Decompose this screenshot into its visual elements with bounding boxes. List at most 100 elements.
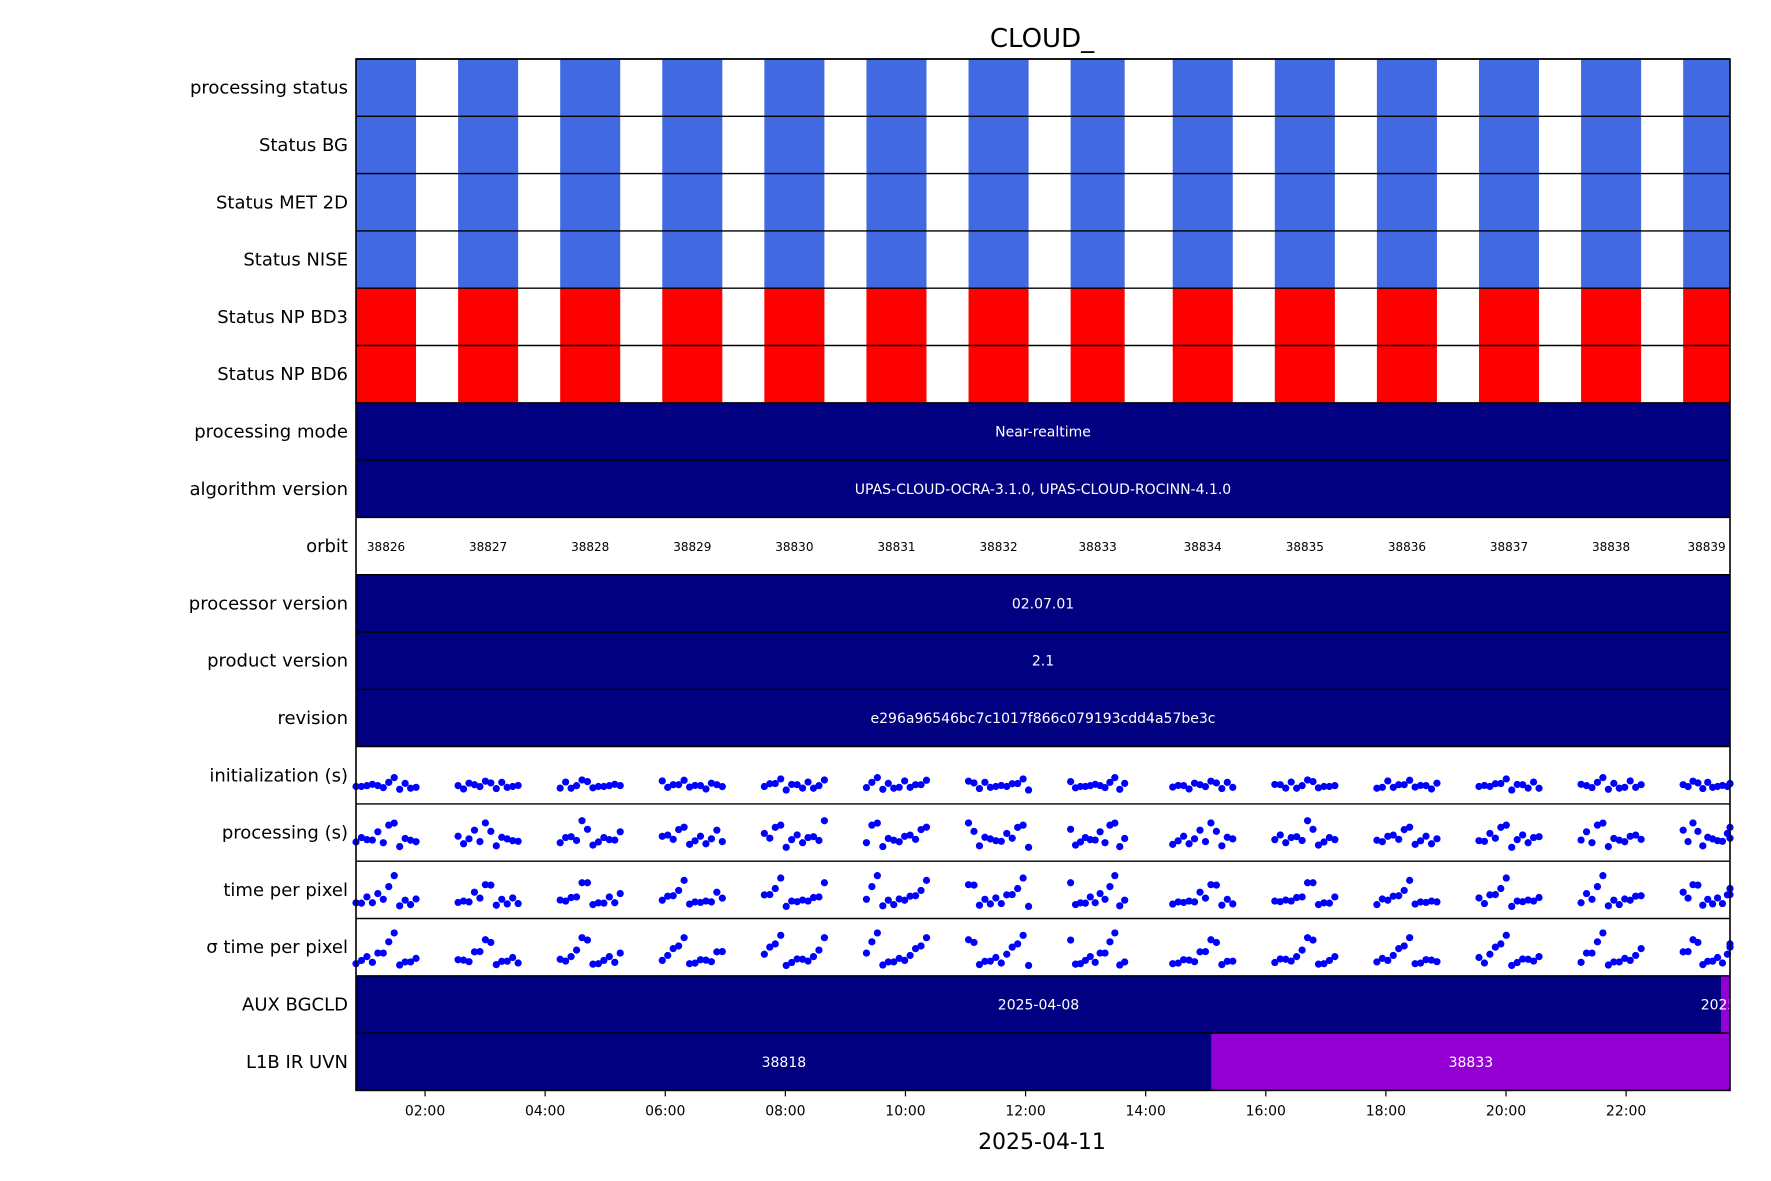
data-point bbox=[1395, 892, 1403, 900]
data-point bbox=[385, 821, 393, 829]
data-point bbox=[1400, 942, 1408, 950]
data-point bbox=[1207, 777, 1215, 785]
data-point bbox=[594, 838, 602, 846]
data-point bbox=[1604, 961, 1612, 969]
data-point bbox=[492, 784, 500, 793]
data-point bbox=[669, 835, 677, 843]
data-point bbox=[1626, 896, 1634, 904]
data-point bbox=[1632, 951, 1640, 960]
data-point bbox=[868, 778, 876, 786]
status-block bbox=[1376, 173, 1437, 231]
data-point bbox=[1582, 828, 1591, 836]
data-point bbox=[1433, 898, 1441, 906]
orbit-label: 38828 bbox=[571, 540, 609, 554]
data-point bbox=[1180, 898, 1188, 907]
data-point bbox=[1599, 872, 1607, 880]
band-segment bbox=[356, 402, 1730, 461]
data-point bbox=[396, 842, 404, 851]
row-label: L1B IR UVN bbox=[246, 1052, 348, 1073]
data-point bbox=[1577, 836, 1585, 844]
status-block bbox=[356, 173, 417, 231]
data-point bbox=[1679, 826, 1687, 834]
data-point bbox=[862, 839, 871, 847]
data-point bbox=[1389, 783, 1397, 791]
data-point bbox=[1101, 783, 1109, 792]
data-point bbox=[1331, 836, 1339, 844]
data-point bbox=[1694, 779, 1702, 787]
data-point bbox=[1604, 842, 1612, 851]
row-label: Status NP BD3 bbox=[217, 307, 348, 328]
data-point bbox=[1427, 897, 1436, 905]
data-point bbox=[777, 931, 785, 939]
data-point bbox=[922, 876, 931, 884]
data-point bbox=[556, 784, 564, 792]
data-point bbox=[1497, 884, 1505, 893]
data-point bbox=[1632, 892, 1640, 900]
orbit-label: 38826 bbox=[367, 540, 405, 554]
data-point bbox=[1276, 955, 1284, 963]
band-segment bbox=[356, 689, 1730, 747]
data-point bbox=[368, 958, 376, 966]
data-point bbox=[760, 829, 768, 838]
data-point bbox=[1508, 902, 1516, 911]
data-point bbox=[1121, 958, 1129, 966]
status-block bbox=[1376, 116, 1437, 174]
data-point bbox=[809, 953, 818, 961]
data-point bbox=[1008, 890, 1016, 899]
data-point bbox=[1535, 893, 1543, 902]
data-point bbox=[1320, 899, 1328, 907]
data-point bbox=[906, 783, 914, 791]
data-point bbox=[1169, 840, 1177, 848]
status-block bbox=[1274, 230, 1335, 289]
status-block bbox=[560, 116, 621, 174]
data-point bbox=[1406, 823, 1414, 831]
status-block bbox=[662, 116, 723, 174]
data-point bbox=[1637, 945, 1645, 953]
data-point bbox=[1019, 775, 1027, 783]
data-point bbox=[363, 836, 371, 844]
data-point bbox=[1314, 901, 1323, 909]
status-block bbox=[458, 345, 519, 403]
data-point bbox=[390, 929, 398, 937]
data-point bbox=[1502, 775, 1510, 783]
data-point bbox=[401, 896, 409, 904]
data-point bbox=[1699, 784, 1707, 793]
data-point bbox=[793, 898, 801, 906]
data-point bbox=[1314, 784, 1323, 792]
data-point bbox=[675, 781, 683, 789]
data-point bbox=[357, 833, 366, 842]
data-point bbox=[509, 953, 517, 962]
data-point bbox=[379, 895, 387, 903]
data-point bbox=[718, 947, 726, 956]
status-block bbox=[560, 288, 621, 346]
status-block bbox=[1274, 173, 1335, 231]
data-point bbox=[357, 956, 366, 965]
row-label: Status NISE bbox=[243, 250, 348, 271]
data-point bbox=[868, 821, 876, 829]
data-point bbox=[572, 836, 581, 845]
data-point bbox=[981, 778, 989, 786]
data-point bbox=[594, 899, 602, 907]
data-point bbox=[1615, 836, 1623, 844]
data-point bbox=[1433, 835, 1441, 843]
data-point bbox=[379, 783, 387, 792]
data-point bbox=[1406, 876, 1414, 884]
status-block bbox=[1172, 116, 1233, 174]
orbit-label: 38837 bbox=[1490, 540, 1528, 554]
data-point bbox=[986, 835, 994, 843]
status-block bbox=[968, 116, 1029, 174]
data-point bbox=[1491, 780, 1499, 788]
data-point bbox=[1593, 882, 1602, 891]
data-point bbox=[1196, 948, 1204, 956]
status-block bbox=[1274, 288, 1335, 346]
status-block bbox=[1581, 173, 1642, 231]
data-point bbox=[1497, 940, 1505, 948]
data-point bbox=[556, 839, 564, 847]
data-point bbox=[1529, 897, 1538, 905]
data-point bbox=[766, 780, 774, 788]
data-point bbox=[766, 834, 774, 842]
data-point bbox=[804, 957, 812, 965]
data-point bbox=[1271, 958, 1279, 967]
data-point bbox=[1400, 781, 1408, 789]
data-point bbox=[1508, 961, 1516, 970]
